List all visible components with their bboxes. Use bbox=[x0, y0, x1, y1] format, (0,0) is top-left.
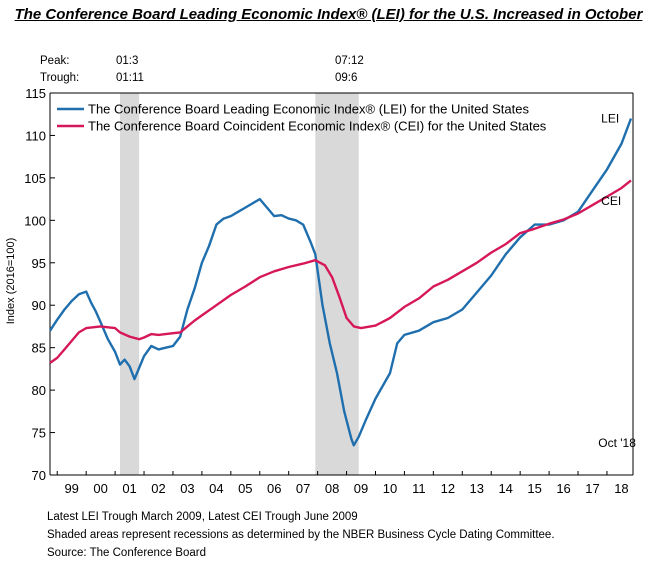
series-line-lei bbox=[48, 118, 633, 447]
chart-title: The Conference Board Leading Economic In… bbox=[14, 6, 643, 23]
x-tick-label-18: 18 bbox=[614, 481, 628, 496]
x-tick-label-16: 16 bbox=[556, 481, 570, 496]
legend-label-cei: The Conference Board Coincident Economic… bbox=[88, 119, 547, 134]
x-tick-label-04: 04 bbox=[209, 481, 223, 496]
x-tick-label-03: 03 bbox=[180, 481, 194, 496]
y-tick-label-95: 95 bbox=[32, 256, 46, 271]
x-tick-label-17: 17 bbox=[585, 481, 599, 496]
y-tick-label-75: 75 bbox=[32, 426, 46, 441]
x-tick-label-12: 12 bbox=[441, 481, 455, 496]
y-tick-label-100: 100 bbox=[24, 213, 46, 228]
x-tick-label-08: 08 bbox=[325, 481, 339, 496]
annotation-0: LEI bbox=[601, 112, 619, 126]
footnote-source: Source: The Conference Board bbox=[47, 547, 206, 559]
y-tick-label-115: 115 bbox=[25, 86, 46, 101]
x-tick-label-09: 09 bbox=[354, 481, 368, 496]
y-tick-label-80: 80 bbox=[32, 383, 46, 398]
recession-band-0 bbox=[120, 93, 140, 475]
recession-shading bbox=[120, 93, 359, 475]
x-tick-label-06: 06 bbox=[267, 481, 281, 496]
peak-date-2001: 01:3 bbox=[116, 55, 138, 67]
y-tick-label-85: 85 bbox=[32, 341, 46, 356]
recession-band-1 bbox=[315, 93, 359, 475]
legend-label-lei: The Conference Board Leading Economic In… bbox=[88, 102, 529, 117]
x-tick-label-02: 02 bbox=[151, 481, 165, 496]
annotation-1: CEI bbox=[601, 194, 621, 208]
annotation-2: Oct '18 bbox=[598, 436, 636, 450]
legend: The Conference Board Leading Economic In… bbox=[57, 102, 547, 134]
x-tick-label-07: 07 bbox=[296, 481, 310, 496]
peak-label: Peak: bbox=[40, 55, 69, 67]
x-tick-label-13: 13 bbox=[470, 481, 484, 496]
axes: 70 75 80 85 90 95 100 105 110 115 99 00 01 02 03 04 05 06… bbox=[24, 86, 634, 496]
x-tick-label-14: 14 bbox=[498, 481, 512, 496]
x-tick-label-99: 99 bbox=[64, 481, 78, 496]
x-tick-label-11: 11 bbox=[412, 481, 426, 496]
x-tick-label-05: 05 bbox=[238, 481, 252, 496]
series-line-cei bbox=[49, 179, 632, 364]
footnote-recession: Shaded areas represent recessions as det… bbox=[47, 529, 555, 541]
footnotes: Latest LEI Trough March 2009, Latest CEI… bbox=[47, 508, 555, 562]
trough-date-2001: 01:11 bbox=[116, 72, 144, 84]
x-tick-label-15: 15 bbox=[527, 481, 541, 496]
y-axis-label: Index (2016=100) bbox=[5, 238, 17, 325]
x-tick-label-10: 10 bbox=[383, 481, 397, 496]
trough-date-2009: 09:6 bbox=[335, 72, 357, 84]
footnote-troughs: Latest LEI Trough March 2009, Latest CEI… bbox=[47, 511, 358, 523]
y-tick-label-105: 105 bbox=[24, 171, 46, 186]
x-tick-label-00: 00 bbox=[93, 481, 107, 496]
series-lines bbox=[48, 118, 633, 447]
y-tick-label-70: 70 bbox=[32, 468, 46, 483]
x-tick-label-01: 01 bbox=[122, 481, 136, 496]
y-tick-label-110: 110 bbox=[25, 128, 46, 143]
peak-date-2007: 07:12 bbox=[335, 55, 364, 67]
annotations: LEI CEI Oct '18 bbox=[598, 112, 636, 450]
y-tick-label-90: 90 bbox=[32, 298, 46, 313]
trough-label: Trough: bbox=[40, 72, 79, 84]
peak-trough-labels: Peak: Trough: 01:3 07:12 01:11 09:6 bbox=[40, 55, 364, 84]
